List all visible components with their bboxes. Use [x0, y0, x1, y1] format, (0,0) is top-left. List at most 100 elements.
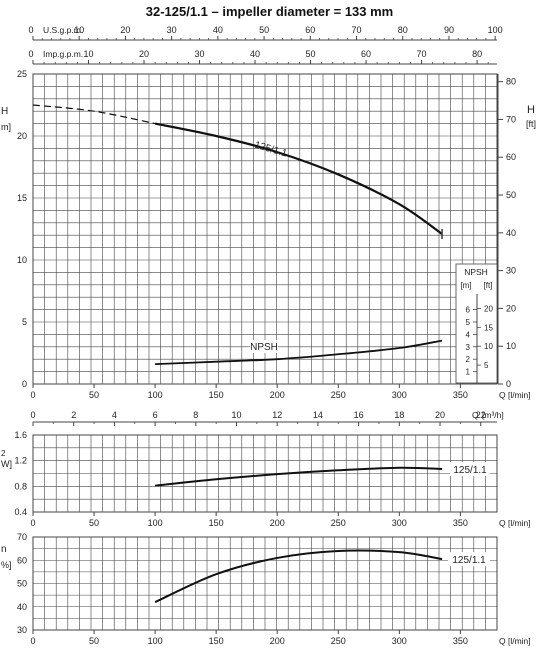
y-tick-label-left: 5: [22, 317, 27, 327]
m3h-axis-tick-label: 10: [232, 410, 242, 420]
top-axis-tick-label: 90: [444, 25, 454, 35]
x-tick-label: 200: [270, 636, 285, 646]
npsh-inset-title: NPSH: [464, 267, 488, 277]
x-tick-label: 150: [209, 390, 224, 400]
x-axis-label: Q [l/min]: [499, 390, 531, 400]
head-curve-label: 125/1.1: [253, 140, 289, 160]
npsh-inset-tick-label-ft: 20: [484, 304, 493, 313]
m3h-axis-tick-label: 18: [394, 410, 404, 420]
x-tick-label: 0: [30, 636, 35, 646]
npsh-inset-tick-label-ft: 15: [484, 323, 493, 332]
efficiency-y-tick-label: 40: [17, 602, 27, 612]
x-axis-label: Q [l/min]: [499, 518, 531, 528]
y-tick-label-left: 25: [17, 69, 27, 79]
y-axis-label-left: H: [1, 106, 8, 117]
x-tick-label: 300: [392, 518, 407, 528]
top-axis-tick-label: 60: [305, 25, 315, 35]
y-tick-label-left: 20: [17, 131, 27, 141]
x-tick-label: 300: [392, 636, 407, 646]
m3h-axis-tick-label: 14: [313, 410, 323, 420]
m3h-axis-tick-label: 16: [354, 410, 364, 420]
npsh-inset-tick-label-m: 1: [466, 368, 471, 377]
head-curve-extrapolated: [32, 104, 156, 125]
x-axis-label: Q [l/min]: [499, 636, 531, 646]
head-curve: [154, 122, 443, 235]
power-curve-label: 125/1.1: [453, 465, 487, 476]
right-axis-tick-label: 20: [506, 303, 516, 313]
top-axis-tick-label: 80: [398, 25, 408, 35]
top-axis-tick-label: 50: [259, 25, 269, 35]
top-axis-tick-label: 30: [195, 49, 205, 59]
right-axis-tick-label: 60: [506, 152, 516, 162]
power-label-bg: [450, 462, 491, 477]
y-tick-label-left: 0: [22, 379, 27, 389]
top-axis-tick-label: 50: [306, 49, 316, 59]
m3h-axis-tick-label: 20: [435, 410, 445, 420]
top-axis-tick-label: 30: [167, 25, 177, 35]
efficiency-curve-label: 125/1.1: [452, 555, 486, 566]
right-axis-tick-label: 50: [506, 190, 516, 200]
npsh-inset-tick-label-m: 4: [466, 330, 471, 339]
m3h-axis-tick-label: 2: [71, 410, 76, 420]
npsh-inset-unit-m: [m]: [460, 281, 471, 290]
top-axis-zero-label: 0: [28, 25, 33, 35]
top-axis-tick-label: 100: [488, 25, 503, 35]
x-tick-label: 150: [209, 636, 224, 646]
x-tick-label: 300: [392, 390, 407, 400]
x-tick-label: 50: [89, 518, 99, 528]
top-axis-tick-label: 60: [361, 49, 371, 59]
top-axis-tick-label: 70: [352, 25, 362, 35]
npsh-inset-unit-ft: [ft]: [484, 281, 493, 290]
x-tick-label: 0: [30, 390, 35, 400]
x-tick-label: 100: [148, 518, 163, 528]
npsh-inset-tick-label-m: 5: [466, 318, 471, 327]
efficiency-y-axis-label: n: [1, 544, 7, 555]
efficiency-y-tick-label: 60: [17, 555, 27, 565]
m3h-axis-label: [m³/h]: [482, 410, 504, 420]
m3h-axis-tick-label: 6: [153, 410, 158, 420]
efficiency-y-tick-label: 70: [17, 532, 27, 542]
top-axis-tick-label: 40: [250, 49, 260, 59]
x-tick-label: 350: [453, 636, 468, 646]
power-curve: [155, 466, 443, 487]
efficiency-y-tick-label: 30: [17, 625, 27, 635]
x-tick-label: 350: [453, 390, 468, 400]
m3h-axis-tick-label: 0: [30, 410, 35, 420]
m3h-axis-tick-label: 4: [112, 410, 117, 420]
x-tick-label: 250: [331, 636, 346, 646]
right-axis-tick-label: 40: [506, 228, 516, 238]
x-tick-label: 0: [30, 518, 35, 528]
top-axis-zero-label: 0: [28, 49, 33, 59]
m3h-axis-tick-label: 12: [272, 410, 282, 420]
x-tick-label: 100: [148, 390, 163, 400]
y-axis-unit-left: m]: [1, 122, 11, 132]
chart-title: 32-125/1.1 – impeller diameter = 133 mm: [145, 4, 394, 19]
npsh-label-bg: [250, 340, 278, 353]
plot-frame: [32, 434, 498, 513]
top-axis-tick-label: 80: [472, 49, 482, 59]
top-axis-tick-label: 10: [74, 25, 84, 35]
npsh-inset-tick-label-m: 3: [466, 343, 471, 352]
efficiency-curve: [154, 549, 443, 604]
y-tick-label-left: 15: [17, 193, 27, 203]
top-axis-tick-label: 40: [213, 25, 223, 35]
efficiency-y-axis-unit: %]: [1, 560, 12, 570]
m3h-axis-tick-label: 8: [193, 410, 198, 420]
power-y-tick-label: 0.8: [14, 481, 27, 491]
power-y-tick-label: 1.6: [14, 430, 27, 440]
right-axis-unit: [ft]: [526, 119, 536, 129]
m3h-axis-q: Q: [472, 410, 479, 420]
power-y-axis-unit: W]: [1, 459, 12, 469]
x-tick-label: 200: [270, 518, 285, 528]
npsh-inset-tick-label-ft: 5: [484, 361, 489, 370]
npsh-curve: [155, 339, 443, 366]
top-axis-unit-label: U.S.g.p.m.: [43, 25, 83, 35]
x-tick-label: 150: [209, 518, 224, 528]
top-axis-tick-label: 10: [84, 49, 94, 59]
y-tick-label-left: 10: [17, 255, 27, 265]
right-axis-tick-label: 0: [506, 379, 511, 389]
x-tick-label: 200: [270, 390, 285, 400]
right-axis-tick-label: 30: [506, 266, 516, 276]
top-axis-unit-label: Imp.g.p.m.: [43, 49, 83, 59]
efficiency-label-bg: [448, 552, 491, 567]
